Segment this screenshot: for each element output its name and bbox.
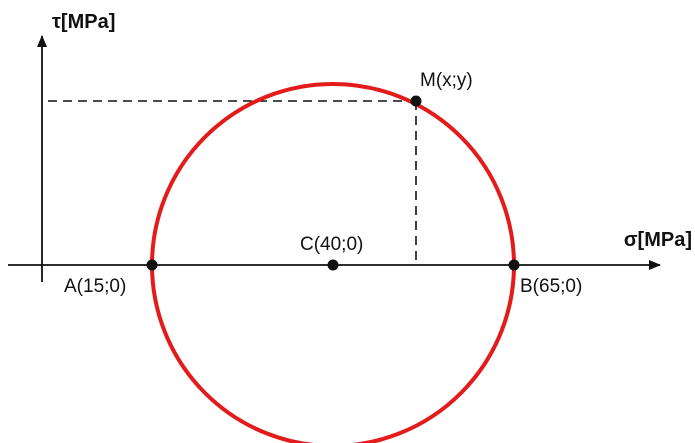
point-c-label: C(40;0) [300,234,363,255]
sigma-axis-label: σ[MPa] [624,229,692,251]
tau-axis-label: τ[MPa] [52,11,115,33]
point-m-marker [410,95,422,107]
point-a-marker [146,259,158,271]
point-b-marker [508,259,520,271]
point-m-label: M(x;y) [420,70,473,91]
point-c-marker [327,259,339,271]
point-b-label: B(65;0) [520,276,582,297]
point-a-label: A(15;0) [64,276,126,297]
